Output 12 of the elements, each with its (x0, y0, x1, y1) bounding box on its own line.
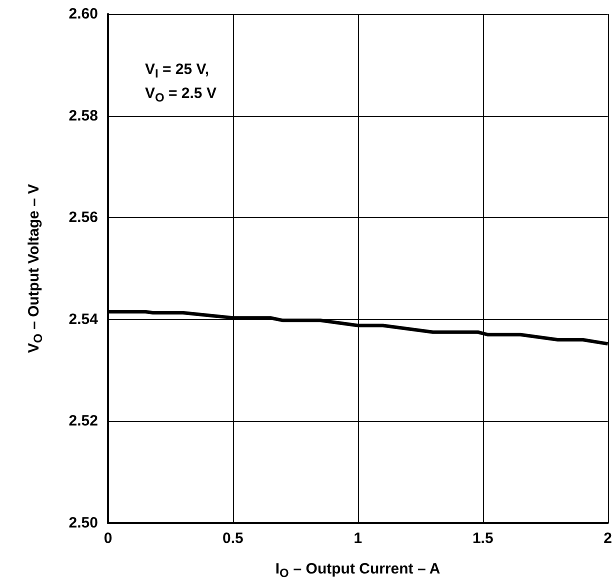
y-tick-label: 2.60 (68, 6, 98, 22)
y-tick-label: 2.52 (68, 412, 98, 430)
x-tick-label: 1.5 (472, 530, 494, 547)
x-tick-label: 0.5 (222, 530, 244, 547)
y-axis-title: VO – Output Voltage – V (26, 184, 45, 354)
y-tick-label: 2.50 (68, 514, 98, 532)
x-tick-label: 0 (104, 530, 112, 547)
y-tick-label: 2.58 (68, 107, 98, 124)
x-tick-label: 1 (354, 530, 362, 547)
x-tick-label: 2 (604, 530, 612, 547)
y-tick-label: 2.54 (68, 310, 99, 328)
y-tick-label: 2.56 (68, 209, 98, 226)
